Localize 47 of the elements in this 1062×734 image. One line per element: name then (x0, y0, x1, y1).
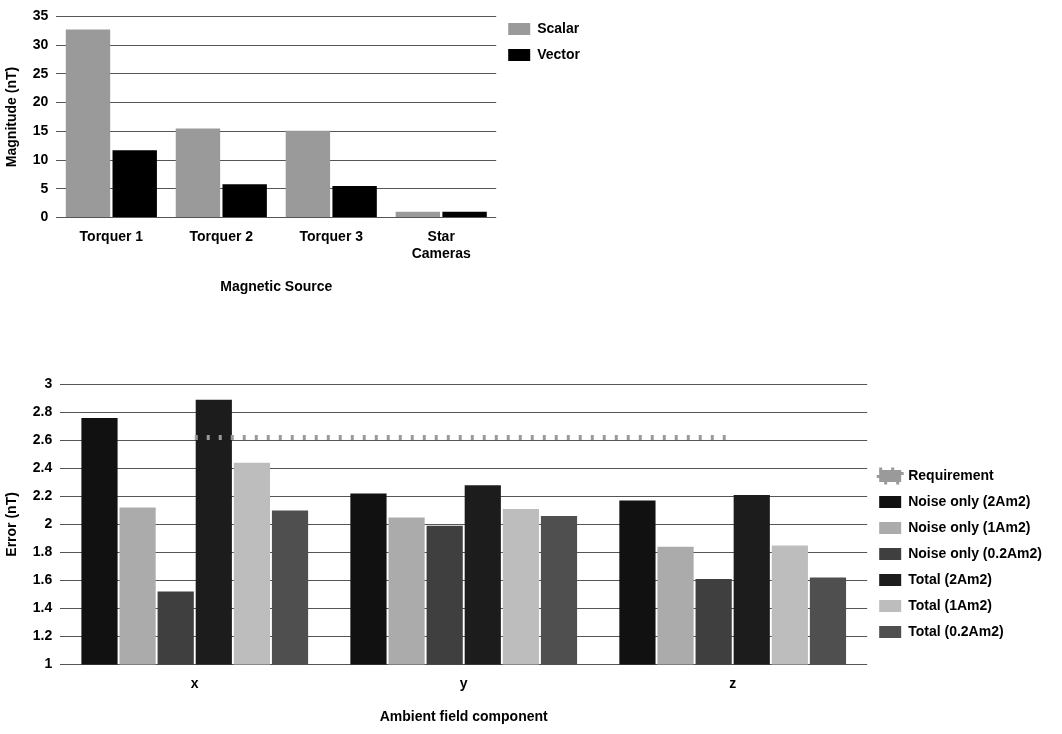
y-tick-label: 1.4 (32, 599, 53, 616)
y-tick-label: 15 (32, 122, 49, 139)
legend-label: Total (2Am2) (908, 570, 992, 587)
legend-label: Noise only (0.2Am2) (908, 544, 1043, 561)
bar (65, 29, 111, 218)
y-tick-label: 2.4 (32, 459, 53, 476)
x-tick-label: z (729, 674, 737, 691)
y-tick-label: 35 (32, 7, 49, 24)
y-tick-label: 5 (40, 179, 49, 196)
x-tick-label: y (459, 674, 468, 691)
legend-label: Noise only (2Am2) (908, 492, 1031, 509)
legend-label: Total (0.2Am2) (908, 622, 1004, 639)
y-tick-label: 2.6 (32, 431, 53, 448)
y-tick-label: 10 (32, 150, 49, 167)
bar (395, 211, 441, 218)
bar (222, 184, 267, 218)
bar (332, 185, 377, 218)
legend-label: Total (1Am2) (908, 596, 992, 613)
y-tick-label: 30 (32, 36, 49, 52)
bar (175, 128, 221, 218)
legend-label: Noise only (1Am2) (908, 518, 1031, 535)
x-tick-label: Torquer 1 (79, 227, 144, 244)
y-tick-label: 2.2 (32, 487, 53, 504)
legend-label: Vector (537, 45, 581, 62)
bar (112, 150, 157, 218)
bar (285, 130, 331, 218)
x-tick-label: Star Cameras (411, 227, 472, 261)
x-axis-title: Ambient field component (379, 708, 549, 725)
x-tick-label: x (190, 674, 199, 691)
y-axis-title: Magnitude (nT) (3, 66, 20, 168)
y-tick-label: 1.8 (32, 543, 53, 560)
y-axis-title: Error (nT) (3, 492, 20, 557)
y-tick-label: 2.8 (32, 403, 53, 420)
legend-label: Requirement (908, 466, 995, 483)
y-tick-label: 1.6 (32, 571, 53, 588)
x-axis-title: Magnetic Source (220, 278, 333, 295)
y-tick-label: 1 (44, 655, 53, 672)
y-tick-label: 25 (32, 64, 49, 81)
y-tick-label: 0 (40, 208, 49, 225)
y-tick-label: 3 (44, 375, 53, 392)
x-tick-label: Torquer 3 (299, 227, 364, 244)
y-tick-label: 2 (44, 515, 53, 532)
legend-label: Scalar (537, 19, 580, 36)
bar (442, 211, 487, 218)
y-tick-label: 20 (32, 93, 49, 110)
x-tick-label: Torquer 2 (189, 227, 254, 244)
y-tick-label: 1.2 (32, 627, 53, 644)
